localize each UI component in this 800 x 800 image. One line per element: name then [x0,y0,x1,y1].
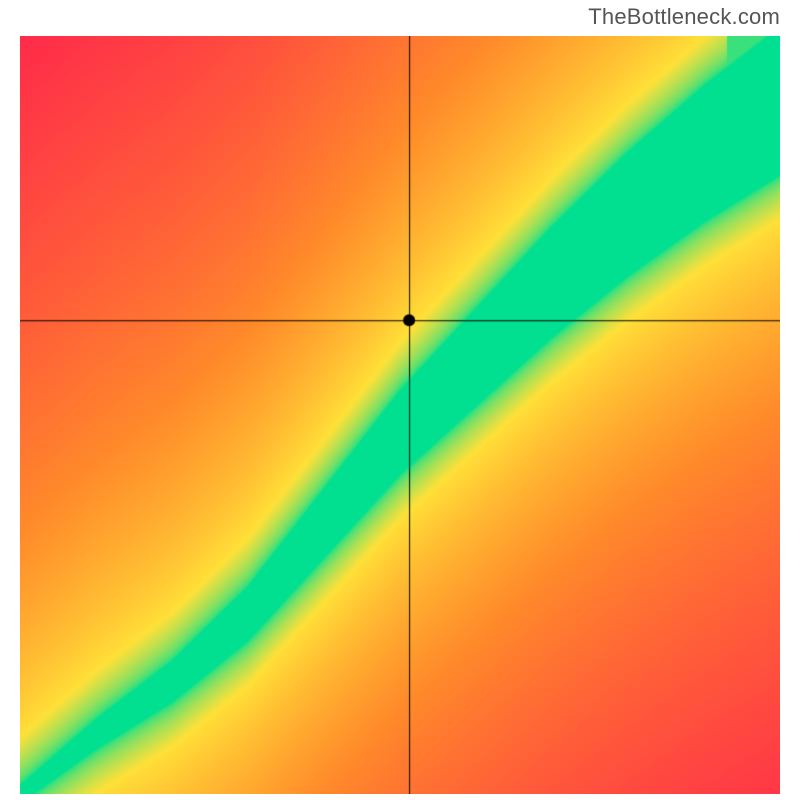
heatmap-plot [20,36,780,794]
watermark-text: TheBottleneck.com [588,4,780,30]
heatmap-canvas [20,36,780,794]
chart-container: TheBottleneck.com [0,0,800,800]
